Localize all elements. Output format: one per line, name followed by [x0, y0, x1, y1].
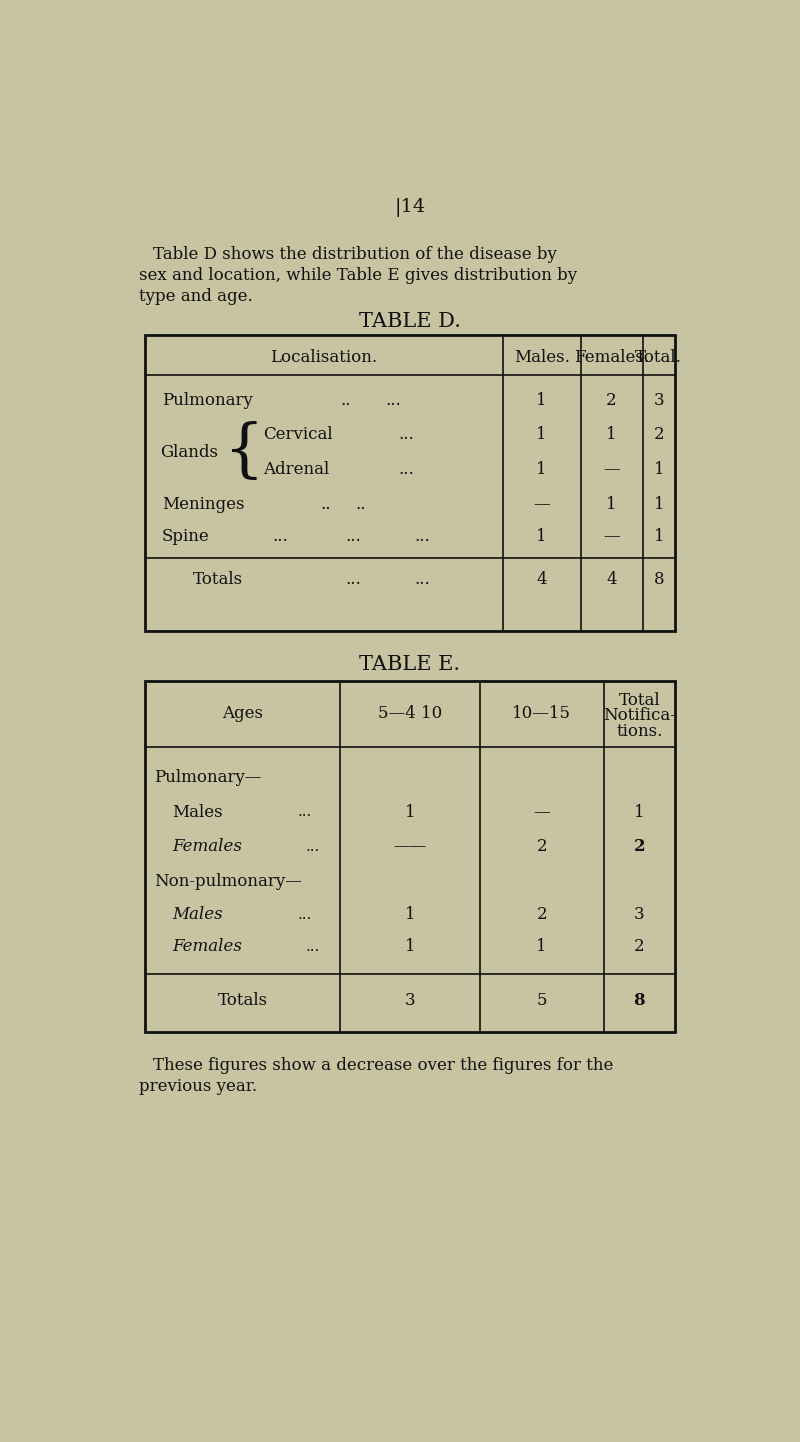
Text: —: — [603, 461, 620, 477]
Text: 2: 2 [634, 838, 646, 855]
Text: ...: ... [345, 571, 361, 588]
Text: Totals: Totals [193, 571, 243, 588]
Text: ...: ... [414, 571, 430, 588]
Text: Males: Males [172, 906, 222, 923]
Text: Spine: Spine [162, 528, 210, 545]
Text: —: — [534, 496, 550, 513]
Text: type and age.: type and age. [138, 288, 253, 304]
Text: 1: 1 [654, 461, 664, 477]
Text: Table D shows the distribution of the disease by: Table D shows the distribution of the di… [153, 247, 557, 264]
Text: 2: 2 [634, 939, 645, 956]
Text: Meninges: Meninges [162, 496, 245, 513]
Text: Adrenal: Adrenal [262, 461, 329, 477]
Text: Males.: Males. [514, 349, 570, 366]
Text: sex and location, while Table E gives distribution by: sex and location, while Table E gives di… [138, 267, 577, 284]
Text: 1: 1 [606, 496, 617, 513]
Text: 8: 8 [634, 992, 646, 1009]
Text: 4: 4 [537, 571, 547, 588]
Text: Cervical: Cervical [262, 427, 332, 443]
Text: 3: 3 [654, 392, 664, 408]
Text: ——: —— [394, 838, 426, 855]
Text: 1: 1 [537, 939, 547, 956]
Text: ...: ... [414, 528, 430, 545]
Text: Total.: Total. [635, 349, 682, 366]
Text: Ages: Ages [222, 705, 263, 722]
Text: 1: 1 [606, 427, 617, 443]
Text: 4: 4 [606, 571, 617, 588]
Text: 1: 1 [654, 496, 664, 513]
Text: Localisation.: Localisation. [270, 349, 378, 366]
Text: 1: 1 [405, 906, 415, 923]
Text: Pulmonary—: Pulmonary— [154, 769, 262, 786]
Text: ..: .. [340, 392, 350, 408]
Text: 1: 1 [405, 939, 415, 956]
Text: ...: ... [272, 528, 288, 545]
Text: 10—15: 10—15 [512, 705, 571, 722]
Text: ...: ... [298, 805, 312, 819]
Text: ..: .. [321, 496, 331, 513]
Text: Females.: Females. [574, 349, 649, 366]
Text: Non-pulmonary—: Non-pulmonary— [154, 872, 302, 890]
Text: —: — [603, 528, 620, 545]
Text: 3: 3 [634, 906, 645, 923]
Text: |14: |14 [394, 198, 426, 218]
Text: Females: Females [172, 838, 242, 855]
Text: 2: 2 [537, 838, 547, 855]
Text: Notifica-: Notifica- [603, 708, 676, 724]
Text: 8: 8 [654, 571, 664, 588]
Text: 1: 1 [537, 427, 547, 443]
Text: ...: ... [398, 427, 414, 443]
Text: 2: 2 [537, 906, 547, 923]
Text: Glands: Glands [161, 444, 218, 460]
Text: These figures show a decrease over the figures for the: These figures show a decrease over the f… [153, 1057, 613, 1074]
Text: Total: Total [618, 692, 660, 709]
Text: ...: ... [306, 940, 320, 955]
Text: ...: ... [398, 461, 414, 477]
Text: ...: ... [386, 392, 401, 408]
Text: Females: Females [172, 939, 242, 956]
Text: ...: ... [298, 907, 312, 921]
Bar [145, 335, 675, 632]
Text: 1: 1 [537, 461, 547, 477]
Text: {: { [223, 421, 264, 483]
Text: 1: 1 [405, 803, 415, 820]
Text: 1: 1 [537, 392, 547, 408]
Text: 5: 5 [537, 992, 547, 1009]
Text: 2: 2 [654, 427, 664, 443]
Text: Pulmonary: Pulmonary [162, 392, 253, 408]
Text: TABLE D.: TABLE D. [359, 311, 461, 332]
Text: ...: ... [306, 839, 320, 854]
Bar [145, 681, 675, 1031]
Text: Males: Males [172, 803, 222, 820]
Text: Totals: Totals [218, 992, 268, 1009]
Text: 1: 1 [537, 528, 547, 545]
Text: 1: 1 [654, 528, 664, 545]
Text: 5—4 10: 5—4 10 [378, 705, 442, 722]
Text: ..: .. [356, 496, 366, 513]
Text: ...: ... [345, 528, 361, 545]
Text: 3: 3 [405, 992, 415, 1009]
Text: tions.: tions. [616, 722, 662, 740]
Text: —: — [534, 803, 550, 820]
Text: previous year.: previous year. [138, 1077, 257, 1094]
Text: 1: 1 [634, 803, 645, 820]
Text: TABLE E.: TABLE E. [359, 655, 461, 673]
Text: 2: 2 [606, 392, 617, 408]
